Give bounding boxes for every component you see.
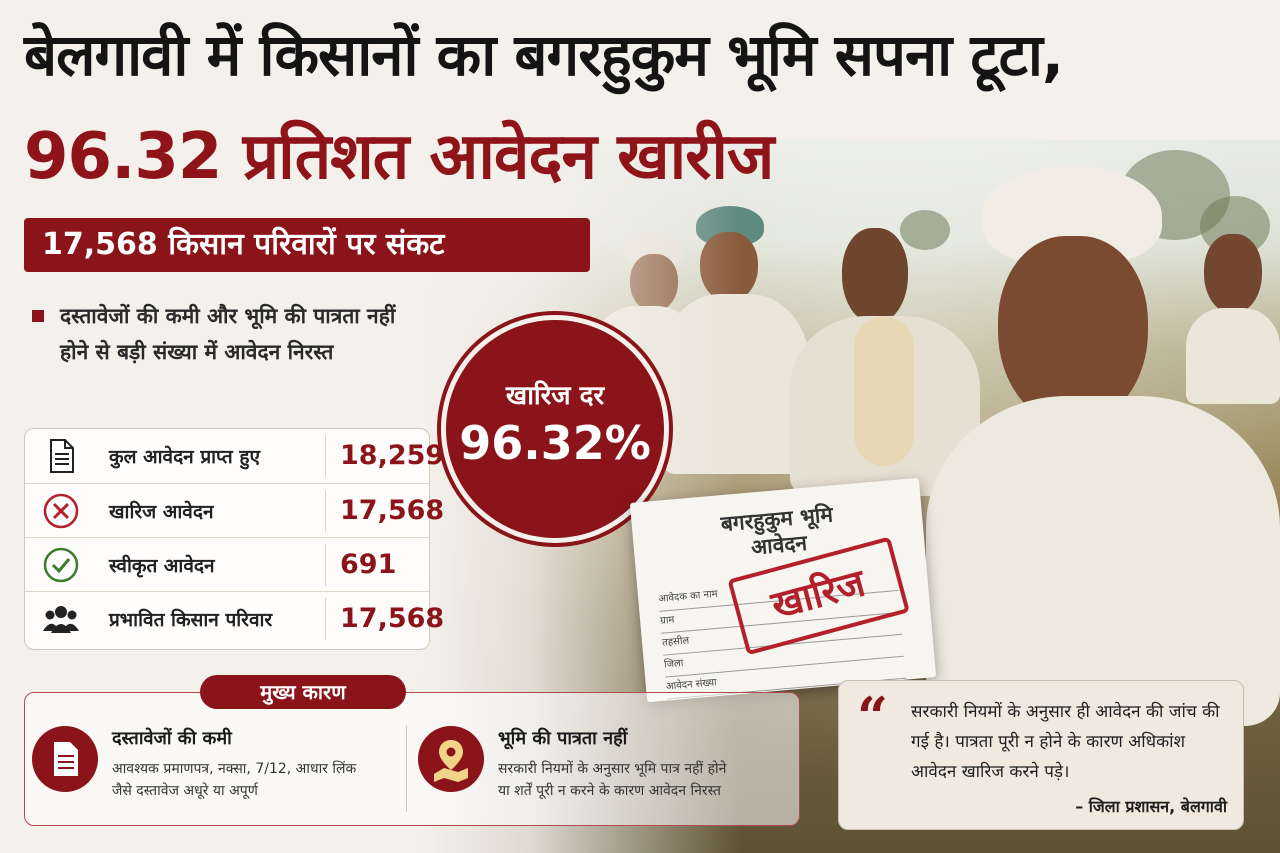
reason-desc-line1: सरकारी नियमों के अनुसार भूमि पात्र नहीं … (498, 761, 727, 777)
crisis-banner: 17,568 किसान परिवारों पर संकट (24, 218, 590, 272)
reason-description: आवश्यक प्रमाणपत्र, नक्सा, 7/12, आधार लिं… (112, 758, 402, 802)
stat-row-rejected: खारिज आवेदन 17,568 (25, 483, 444, 538)
reason-description: सरकारी नियमों के अनुसार भूमि पात्र नहीं … (498, 758, 788, 802)
reasons-tag: मुख्य कारण (200, 675, 406, 709)
map-pin-icon (434, 740, 468, 782)
quote-mark-icon: “ (857, 685, 889, 749)
reason-title: दस्तावेजों की कमी (112, 728, 232, 749)
stat-row-affected: प्रभावित किसान परिवार 17,568 (25, 591, 444, 646)
document-icon (54, 742, 78, 776)
farmers-group-icon (43, 606, 79, 633)
stats-table: कुल आवेदन प्राप्त हुए 18,259 खारिज आवेदन… (24, 428, 444, 650)
stat-value: 17,568 (325, 598, 444, 640)
farmer-figure (1186, 234, 1280, 404)
reason-icon-documents (32, 726, 98, 792)
farmer-figure (790, 228, 980, 498)
stat-value: 18,259 (325, 435, 444, 477)
stat-row-total: कुल आवेदन प्राप्त हुए 18,259 (25, 429, 444, 483)
reason-title: भूमि की पात्रता नहीं (498, 728, 628, 749)
reason-desc-line2: जैसे दस्तावेज अधूरे या अपूर्ण (112, 783, 258, 799)
rate-label: खारिज दर (505, 381, 605, 411)
rejection-rate-badge: खारिज दर 96.32% (446, 320, 664, 538)
document-icon (50, 439, 74, 473)
approved-check-icon (43, 547, 79, 583)
reason-desc-line1: आवश्यक प्रमाणपत्र, नक्सा, 7/12, आधार लिं… (112, 761, 357, 777)
stat-label: कुल आवेदन प्राप्त हुए (109, 446, 260, 468)
stat-row-approved: स्वीकृत आवेदन 691 (25, 537, 429, 592)
reason-icon-land (418, 726, 484, 792)
stat-label: खारिज आवेदन (109, 501, 214, 523)
stat-label: स्वीकृत आवेदन (109, 555, 215, 577)
stat-value: 17,568 (325, 490, 444, 532)
rate-value: 96.32% (459, 416, 651, 470)
reject-x-icon (43, 493, 79, 529)
bullet-text: दस्तावेजों की कमी और भूमि की पात्रता नही… (60, 304, 396, 364)
official-quote: “ सरकारी नियमों के अनुसार ही आवेदन की जा… (838, 680, 1244, 830)
farmer-figure (926, 166, 1280, 726)
reasons-divider (406, 726, 407, 812)
rejected-application-document: बगरहुकुम भूमि आवेदन आवेदक का नाम ग्राम त… (629, 477, 937, 703)
reasons-panel (24, 692, 800, 826)
tree-shape (900, 210, 950, 250)
headline-line2: 96.32 प्रतिशत आवेदन खारीज (24, 120, 774, 194)
stat-label: प्रभावित किसान परिवार (109, 609, 273, 631)
bullet-square-icon (32, 310, 44, 322)
headline-line1: बेलगावी में किसानों का बगरहुकुम भूमि सपन… (24, 21, 1064, 89)
reason-desc-line2: या शर्तें पूरी न करने के कारण आवेदन निरस… (498, 783, 721, 799)
bullet-point: दस्तावेजों की कमी और भूमि की पात्रता नही… (32, 298, 402, 370)
quote-source: – जिला प्रशासन, बेलगावी (1075, 797, 1227, 816)
quote-text: सरकारी नियमों के अनुसार ही आवेदन की जांच… (911, 702, 1220, 782)
stat-value: 691 (325, 544, 429, 586)
